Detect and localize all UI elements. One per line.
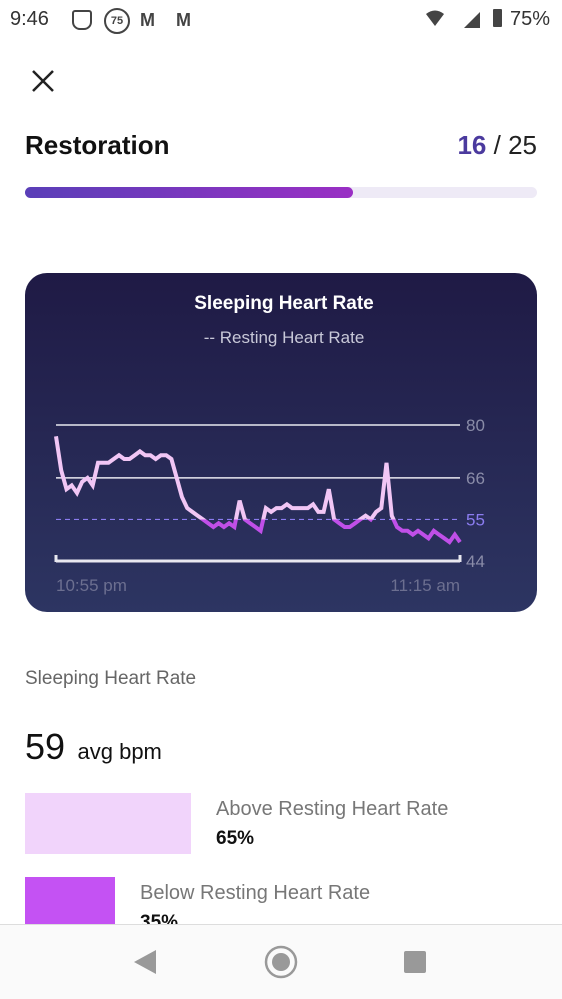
- battery-icon: [493, 9, 502, 27]
- below-swatch: [25, 877, 115, 924]
- chart: Sleeping Heart Rate -- Resting Heart Rat…: [25, 273, 537, 612]
- home-button[interactable]: [264, 945, 298, 979]
- signal-icons: [426, 10, 480, 28]
- content: 9:46 75 M M 75% Restoration 16 / 25 Slee…: [10, 8, 551, 924]
- recents-button[interactable]: [404, 951, 426, 973]
- score: 16 / 25: [457, 130, 537, 161]
- progress-track: [25, 187, 537, 198]
- above-label: Above Resting Heart Rate: [216, 798, 449, 820]
- below-value: 35%: [140, 912, 179, 924]
- chart-title: Sleeping Heart Rate: [194, 293, 374, 314]
- chart-card: [25, 273, 537, 612]
- above-swatch: [25, 793, 191, 854]
- score-separator: /: [493, 130, 501, 160]
- score-max: 25: [508, 130, 537, 160]
- close-button[interactable]: [30, 68, 56, 94]
- badge-icon: 75: [104, 8, 130, 34]
- below-label: Below Resting Heart Rate: [140, 882, 371, 904]
- above-value: 65%: [216, 828, 255, 849]
- nav-bar: [0, 924, 562, 999]
- nav-icons: [134, 945, 426, 979]
- app-icon: M: [176, 10, 191, 30]
- score-value: 16: [457, 130, 487, 160]
- x-tick-label: 10:55 pm: [56, 576, 127, 595]
- progress-fill: [25, 187, 353, 198]
- average: 59 avg bpm: [25, 726, 162, 768]
- heart-rate-line: [54, 435, 462, 545]
- page-title: Restoration: [25, 130, 170, 160]
- status-time: 9:46: [10, 8, 49, 30]
- average-value: 59: [25, 726, 66, 767]
- app-icon: M: [140, 10, 155, 30]
- chart-legend: -- Resting Heart Rate: [204, 328, 365, 347]
- y-tick-label: 66: [466, 469, 485, 488]
- average-unit: avg bpm: [77, 739, 162, 764]
- battery-level: 75%: [510, 8, 551, 30]
- y-tick-label: 44: [466, 552, 485, 571]
- back-button[interactable]: [134, 950, 156, 974]
- shield-icon: [72, 10, 92, 30]
- y-tick-label: 80: [466, 416, 485, 435]
- resting-label: 55: [466, 510, 485, 529]
- section-heading: Sleeping Heart Rate: [25, 668, 197, 689]
- home-dot: [272, 953, 290, 971]
- x-tick-label: 11:15 am: [390, 576, 460, 595]
